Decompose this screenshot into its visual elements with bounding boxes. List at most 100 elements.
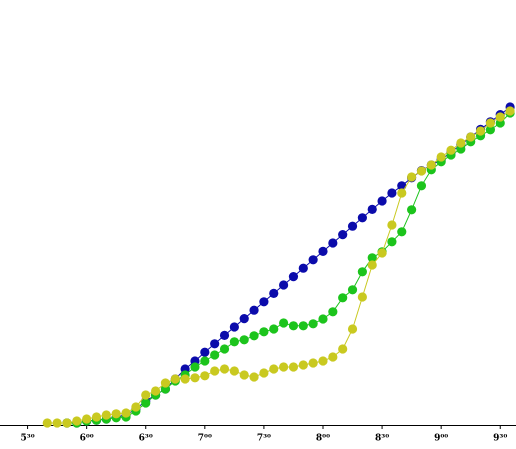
data-point [466,132,476,142]
data-point [42,418,52,428]
data-point [190,373,200,383]
data-point [298,360,308,370]
data-point [269,288,279,298]
data-point [210,339,220,349]
x-tick-label: 7³⁰ [257,434,271,444]
data-point [210,350,220,360]
data-point [131,402,141,412]
data-point [308,319,318,329]
data-point [219,344,230,354]
data-point [367,260,377,270]
data-point [347,324,358,334]
data-point [416,166,427,176]
data-point [82,414,92,424]
data-point [426,160,436,170]
data-point [377,196,387,206]
data-point [387,220,397,230]
data-point [367,253,377,263]
x-tick-label: 5³⁰ [20,434,34,444]
x-tick-label: 8⁰⁰ [316,434,330,444]
data-point [141,398,151,408]
data-point [308,358,318,368]
data-point [387,188,397,198]
data-point [150,386,161,396]
data-point [318,246,328,256]
data-point [377,248,387,258]
data-point [229,337,239,347]
data-point [288,321,299,331]
data-point [485,125,495,135]
data-point [357,292,367,302]
data-point [279,280,289,290]
x-tick-label: 9⁰⁰ [434,434,448,444]
data-point [446,145,456,155]
data-point [338,230,348,240]
data-point [249,331,259,341]
data-point [121,408,131,418]
data-point [141,390,151,400]
data-point [210,366,220,376]
data-point [239,370,249,380]
data-point [347,285,358,295]
data-point [288,362,299,372]
data-point [407,172,417,182]
data-point [298,263,308,273]
data-point [219,364,230,374]
data-point [180,374,190,384]
data-point [367,204,377,214]
x-tick-label: 6⁰⁰ [80,434,94,444]
data-point [62,418,72,428]
data-point [397,227,407,237]
data-point [397,181,407,191]
data-point [279,318,289,328]
data-point [52,418,62,428]
x-tick-label: 8³⁰ [375,434,389,444]
data-point [338,344,348,354]
data-point [160,378,171,388]
x-tick-label: 7⁰⁰ [198,434,212,444]
data-point [239,314,249,324]
data-point [475,126,486,136]
series-line [66,112,511,424]
series-line [66,106,511,424]
data-point [456,138,466,148]
data-point [495,112,505,122]
data-point [269,364,279,374]
data-point [259,327,269,337]
data-point [416,181,427,191]
data-point [347,221,358,231]
data-point [308,255,318,265]
data-point [111,409,121,419]
data-point [219,330,230,340]
data-point [229,322,239,332]
data-point [259,297,269,307]
data-point [190,362,200,372]
x-tick-label: 6³⁰ [139,434,153,444]
data-point [318,314,328,324]
data-point [249,305,259,315]
data-point [485,118,495,128]
data-point [200,347,210,357]
data-point [101,410,111,420]
data-point [338,293,348,303]
data-point [170,374,180,384]
data-point [239,335,249,345]
data-point [328,352,338,362]
data-point [91,412,102,422]
data-point [387,237,397,247]
data-point [505,106,515,116]
data-point [249,372,259,382]
data-point [259,368,269,378]
data-point [288,272,299,282]
data-point [200,371,210,381]
data-point [397,188,407,198]
data-point [269,324,279,334]
data-point [200,356,210,366]
data-point [436,152,446,162]
data-point [279,362,289,372]
data-point [298,321,308,331]
data-point [328,238,338,248]
data-point [357,267,367,277]
